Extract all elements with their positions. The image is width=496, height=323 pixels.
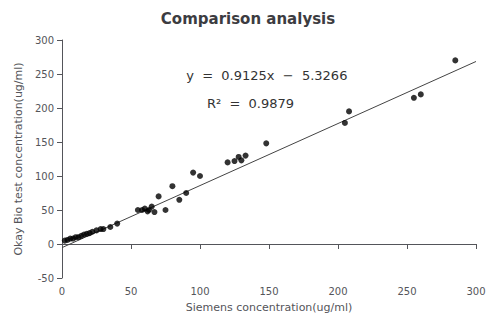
svg-text:100: 100 — [35, 171, 54, 182]
svg-text:50: 50 — [125, 286, 138, 297]
svg-text:0: 0 — [48, 239, 54, 250]
svg-text:-50: -50 — [38, 273, 54, 284]
svg-text:200: 200 — [328, 286, 347, 297]
svg-text:200: 200 — [35, 103, 54, 114]
svg-text:y = 0.9125x − 5.3266: y = 0.9125x − 5.3266 — [186, 68, 347, 83]
svg-text:250: 250 — [35, 69, 54, 80]
svg-text:0: 0 — [59, 286, 65, 297]
svg-text:50: 50 — [41, 205, 54, 216]
svg-text:Siemens concentration(ug/ml): Siemens concentration(ug/ml) — [186, 301, 353, 314]
svg-text:300: 300 — [35, 35, 54, 46]
svg-text:150: 150 — [35, 137, 54, 148]
svg-text:R² = 0.9879: R² = 0.9879 — [207, 96, 294, 111]
svg-text:100: 100 — [190, 286, 209, 297]
svg-text:Okay Bio test concentration(ug: Okay Bio test concentration(ug/ml) — [12, 62, 25, 255]
svg-text:Comparison analysis: Comparison analysis — [161, 10, 335, 28]
svg-text:150: 150 — [259, 286, 278, 297]
svg-text:300: 300 — [466, 286, 485, 297]
svg-text:250: 250 — [397, 286, 416, 297]
